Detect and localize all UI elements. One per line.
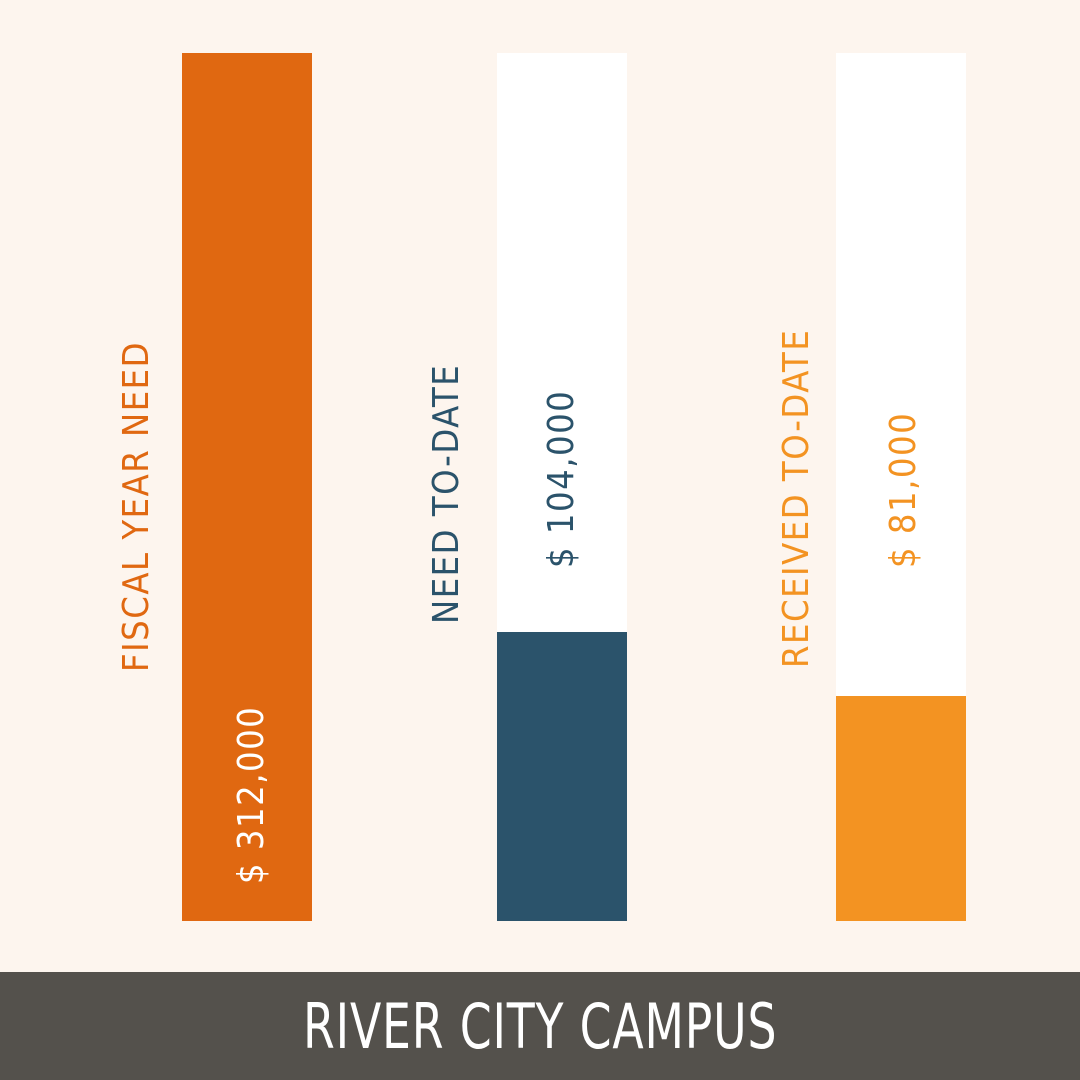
- footer-banner: RIVER CITY CAMPUS: [0, 972, 1080, 1080]
- category-label-fiscal-year-need: FISCAL YEAR NEED: [116, 340, 157, 672]
- bar-need-to-date: [497, 632, 627, 921]
- category-label-received-to-date: RECEIVED TO-DATE: [776, 328, 817, 668]
- category-label-need-to-date: NEED TO-DATE: [426, 363, 467, 624]
- bar-track-received-to-date: [836, 53, 966, 921]
- bar-fiscal-year-need: [182, 53, 312, 921]
- value-label-fiscal-year-need: $ 312,000: [231, 705, 272, 884]
- value-label-received-to-date: $ 81,000: [883, 411, 924, 568]
- bar-track-need-to-date: [497, 53, 627, 921]
- bar-track-fiscal-year-need: [182, 53, 312, 921]
- campus-title: RIVER CITY CAMPUS: [302, 989, 778, 1063]
- value-label-need-to-date: $ 104,000: [541, 389, 582, 568]
- bar-received-to-date: [836, 696, 966, 921]
